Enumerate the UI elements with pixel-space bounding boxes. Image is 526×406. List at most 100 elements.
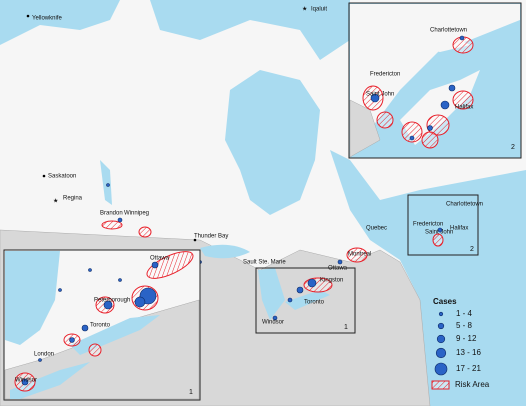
inset-2: Charlottetown Fredericton Saint John Hal… (348, 2, 522, 159)
case-point (117, 217, 123, 223)
case-point (21, 378, 29, 386)
case-point (287, 297, 293, 303)
case-point (272, 315, 278, 321)
hudson-bay (225, 70, 320, 215)
legend-label: Risk Area (455, 380, 490, 389)
case-point (106, 183, 110, 187)
city-marker (193, 238, 197, 242)
case-point (307, 278, 317, 288)
lake-huron (258, 268, 285, 320)
city-label: Regina (63, 196, 83, 202)
case-point (440, 100, 450, 110)
risk-area (138, 226, 152, 238)
inset-1: Ottawa Peterborough Toronto London Winds… (3, 249, 201, 401)
city-label: Brandon (100, 211, 123, 217)
city-label: Charlottetown (446, 202, 483, 208)
city-label: Toronto (304, 300, 325, 306)
case-point (81, 324, 89, 332)
case-point (427, 125, 433, 131)
city-label: Peterborough (94, 298, 130, 304)
city-label: Yellowknife (32, 16, 62, 22)
arctic-water (150, 0, 350, 60)
inset-number: 1 (189, 389, 193, 396)
legend-symbol (434, 362, 448, 376)
inset-box (407, 194, 479, 256)
arctic-water (0, 0, 120, 45)
case-point (58, 288, 62, 292)
case-point (103, 300, 113, 310)
city-label: London (34, 352, 54, 358)
city-marker (26, 14, 30, 18)
city-label: Saint John (366, 92, 394, 98)
lake-ontario (285, 290, 330, 310)
city-label: Windsor (15, 378, 37, 384)
city-label: Kingston (320, 278, 343, 284)
united-states (349, 99, 381, 158)
legend-symbol (437, 322, 445, 330)
risk-area (146, 251, 194, 279)
case-point (296, 286, 304, 294)
city-label: Fredericton (370, 72, 400, 78)
city-label: Quebec (366, 226, 387, 232)
lake-huron (5, 251, 60, 345)
case-point (134, 296, 146, 308)
city-label: Winnipeg (124, 211, 149, 217)
risk-area (88, 343, 102, 357)
city-label: Charlottetown (430, 28, 467, 34)
legend-symbol (431, 380, 450, 390)
case-point (151, 261, 159, 269)
case-point (437, 227, 443, 233)
legend-label: 17 - 21 (456, 364, 481, 373)
case-point (409, 135, 415, 141)
legend-title: Cases (433, 297, 457, 306)
city-label: Sault Ste. Marie (243, 260, 286, 266)
city-label: Halifax (450, 226, 468, 232)
case-point (459, 35, 465, 41)
city-label: Saint John (425, 230, 453, 236)
case-point (118, 278, 122, 282)
legend-symbol (435, 347, 447, 359)
capital-star: ★ (53, 198, 58, 205)
risk-area (346, 247, 368, 263)
lake-superior (200, 244, 250, 259)
lake-winnipeg (100, 160, 112, 205)
city-label: Montreal (348, 252, 371, 258)
capital-star: ★ (302, 6, 307, 13)
box-number: 1 (344, 324, 348, 331)
city-label: Windsor (262, 320, 284, 326)
case-point (337, 259, 343, 265)
case-point (448, 84, 456, 92)
legend-label: 9 - 12 (456, 334, 477, 343)
case-point (69, 337, 75, 343)
city-label: Ottawa (328, 266, 348, 272)
risk-area (101, 220, 123, 230)
points (101, 183, 444, 321)
inset-number: 2 (511, 144, 515, 151)
case-point (88, 268, 92, 272)
city-label: Saskatoon (48, 174, 76, 180)
city-label: Iqaluit (311, 7, 327, 13)
legend-symbol (436, 334, 446, 344)
case-point (370, 93, 380, 103)
legend-label: 13 - 16 (456, 348, 481, 357)
city-label: Toronto (90, 323, 111, 329)
legend-label: 1 - 4 (456, 309, 473, 318)
risk-area (376, 111, 394, 129)
legend: Cases 1 - 4 5 - 8 9 - 12 13 - 16 17 - 21… (431, 297, 490, 390)
risk-area (421, 131, 439, 149)
land (350, 4, 520, 140)
city-label: Ottawa (150, 256, 170, 262)
risk-area (426, 114, 450, 136)
city-label: Thunder Bay (194, 234, 228, 240)
risk-area (401, 121, 423, 143)
risk-area (452, 90, 474, 110)
inset-box (255, 267, 356, 334)
risk-area (432, 233, 444, 247)
legend-symbol (438, 311, 444, 317)
box-number: 2 (470, 246, 474, 253)
legend-label: 5 - 8 (456, 321, 473, 330)
city-label: Halifax (455, 105, 473, 111)
city-label: Fredericton (413, 222, 443, 228)
city-marker (42, 174, 46, 178)
